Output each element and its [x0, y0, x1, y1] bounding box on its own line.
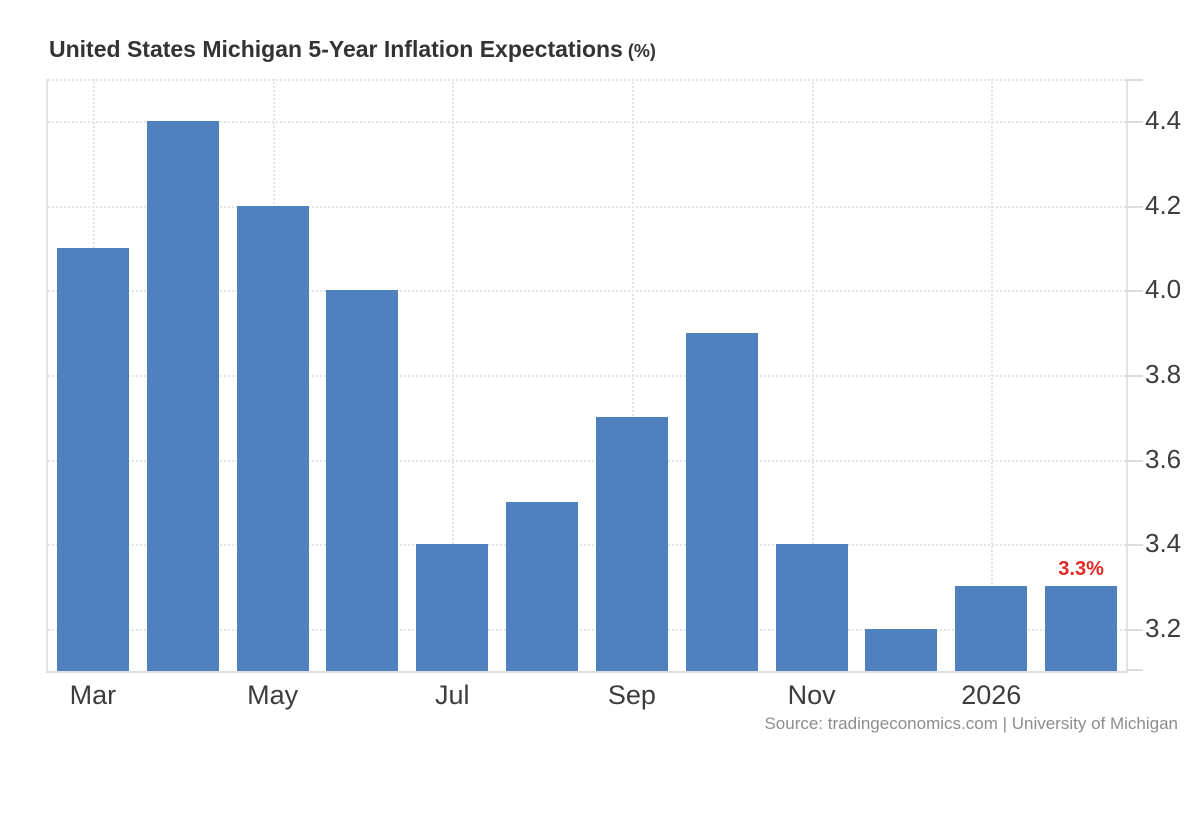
bar-oct — [685, 332, 758, 671]
bar-jan — [955, 586, 1028, 671]
y-tick-mark — [1126, 628, 1143, 631]
x-tick-label-nov: Nov — [787, 680, 836, 710]
y-gridline-4.0 — [48, 290, 1126, 293]
bar-sep — [595, 417, 668, 671]
y-tick-mark — [1126, 544, 1143, 547]
y-tick-mark — [1126, 290, 1143, 293]
y-gridline-4.2 — [48, 205, 1126, 208]
bar-mar — [56, 248, 129, 671]
plot-top-gridline — [48, 79, 1126, 81]
x-tick-label-may: May — [247, 680, 299, 710]
x-tick-label-sep: Sep — [607, 680, 656, 710]
y-tick-label-4.4: 4.4 — [1145, 105, 1182, 136]
y-tick-label-3.4: 3.4 — [1145, 527, 1182, 558]
y-gridline-4.4 — [48, 121, 1126, 124]
last-value-label: 3.3% — [1058, 558, 1104, 581]
x-gridline-2026 — [991, 79, 994, 671]
source-credit: Source: tradingeconomics.com | Universit… — [764, 714, 1178, 733]
chart-title-text: United States Michigan 5-Year Inflation … — [49, 36, 623, 62]
bar-dec — [865, 628, 938, 671]
x-tick-label-2026: 2026 — [961, 680, 1022, 710]
bar-nov — [775, 544, 848, 671]
bar-feb — [1045, 586, 1118, 671]
chart-title-unit: (%) — [627, 41, 656, 61]
y-gridline-3.4 — [48, 544, 1126, 547]
y-tick-mark — [1126, 459, 1143, 462]
y-tick-label-4.0: 4.0 — [1145, 274, 1182, 305]
y-tick-mark — [1126, 205, 1143, 208]
y-tick-mark — [1126, 121, 1143, 124]
y-tick-label-3.6: 3.6 — [1145, 443, 1182, 474]
plot-area: 3.2 3.4 3.6 3.8 4.0 4.2 4.4 Mar May Jul Sep Nov 2026… — [46, 79, 1181, 710]
bar-aug — [506, 501, 579, 671]
y-gridline-3.2 — [48, 628, 1126, 631]
y-tick-mark — [1126, 375, 1143, 377]
y-tick-label-3.2: 3.2 — [1145, 612, 1182, 643]
x-gridline-sep — [631, 79, 634, 671]
x-gridline-nov — [811, 79, 814, 671]
x-tick-label-mar: Mar — [69, 680, 117, 710]
y-gridline-3.8 — [48, 375, 1126, 377]
x-tick-label-jul: Jul — [435, 680, 470, 710]
y-gridline-3.6 — [48, 459, 1126, 462]
y-tick-mark — [1126, 79, 1143, 81]
y-tick-mark — [1126, 669, 1143, 671]
chart-title: United States Michigan 5-Year Inflation … — [49, 36, 656, 62]
bar-jun — [326, 290, 399, 671]
y-tick-label-4.2: 4.2 — [1145, 189, 1182, 220]
bar-may — [236, 205, 309, 671]
y-tick-label-3.8: 3.8 — [1145, 358, 1182, 389]
bar-jul — [416, 544, 489, 671]
bar-apr — [146, 121, 219, 671]
x-gridline-jul — [452, 79, 455, 671]
